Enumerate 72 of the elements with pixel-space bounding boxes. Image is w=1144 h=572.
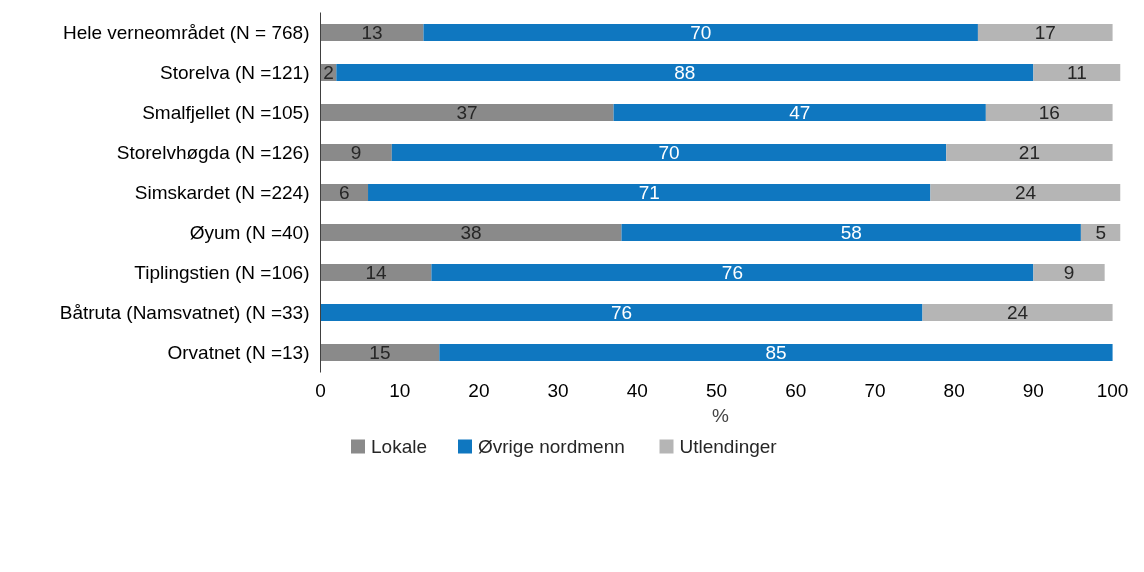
data-label: 70 [690, 22, 712, 43]
data-label: 13 [361, 22, 383, 43]
data-label: 47 [789, 102, 811, 123]
x-tick-label: 40 [626, 379, 648, 401]
y-tick-label: Storelva (N =121) [160, 62, 310, 83]
data-label: 70 [658, 142, 680, 163]
data-label: 37 [456, 102, 478, 123]
legend-label: Utlendinger [679, 436, 778, 457]
data-label: 85 [765, 342, 787, 363]
bar [1033, 64, 1121, 81]
legend-label: Øvrige nordmenn [478, 436, 625, 457]
data-label: 76 [610, 302, 633, 323]
y-tick-label: Båtruta (Namsvatnet) (N =33) [59, 302, 310, 323]
y-tick-label: Tiplingstien (N =106) [134, 262, 310, 283]
x-tick-label: 100 [1096, 379, 1129, 401]
data-label: 14 [365, 262, 387, 283]
data-label: 16 [1038, 102, 1060, 123]
data-label: 2 [323, 62, 334, 83]
data-label: 11 [1067, 62, 1087, 83]
y-tick-label: Orvatnet (N =13) [167, 342, 310, 363]
x-axis-title: % [712, 404, 730, 426]
bar [613, 104, 986, 121]
data-label: 24 [1006, 302, 1029, 323]
bar [985, 104, 1113, 121]
bar [439, 344, 1113, 361]
bar [320, 264, 432, 281]
y-tick-label: Øyum (N =40) [189, 222, 310, 243]
y-tick-label: Simskardet (N =224) [134, 182, 310, 203]
legend-label: Lokale [371, 436, 427, 457]
data-label: 9 [350, 142, 362, 163]
x-tick-label: 60 [785, 379, 807, 401]
x-tick-label: 70 [864, 379, 886, 401]
data-label: 21 [1018, 142, 1040, 163]
y-tick-label: Smalfjellet (N =105) [142, 102, 310, 123]
bar [930, 184, 1121, 201]
bar [320, 24, 424, 41]
data-label: 88 [674, 62, 696, 83]
bar [977, 24, 1113, 41]
x-tick-label: 90 [1022, 379, 1044, 401]
bar [922, 304, 1113, 321]
data-label: 17 [1034, 22, 1056, 43]
bar [946, 144, 1113, 161]
bar [368, 184, 931, 201]
data-label: 5 [1095, 222, 1106, 243]
data-label: 6 [338, 182, 350, 203]
y-tick-label: Hele verneområdet (N = 768) [62, 22, 310, 43]
bar [431, 264, 1034, 281]
data-label: 58 [840, 222, 862, 243]
data-label: 15 [369, 342, 391, 363]
bar [621, 224, 1081, 241]
data-label: 76 [721, 262, 743, 283]
bar [1033, 264, 1105, 281]
x-tick-label: 0 [315, 379, 326, 401]
data-label: 9 [1063, 262, 1075, 283]
data-label: 24 [1014, 182, 1037, 203]
y-tick-label: Storelvhøgda (N =126) [116, 142, 310, 163]
x-tick-label: 50 [705, 379, 728, 401]
x-tick-label: 10 [389, 379, 411, 401]
bar [336, 64, 1034, 81]
x-tick-label: 80 [943, 379, 965, 401]
x-tick-label: 20 [468, 379, 490, 401]
bar [320, 184, 369, 201]
data-label: 38 [460, 222, 482, 243]
bar [320, 304, 923, 321]
bar [320, 344, 440, 361]
bar [320, 224, 622, 241]
bar [320, 144, 392, 161]
bar [320, 104, 614, 121]
x-tick-label: 30 [547, 379, 569, 401]
bar [423, 24, 978, 41]
bar [391, 144, 947, 161]
data-label: 71 [638, 182, 660, 203]
